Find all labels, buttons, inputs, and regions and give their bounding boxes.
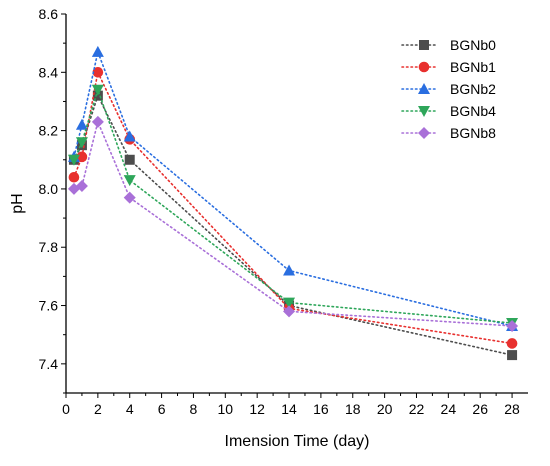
data-point [91,45,104,57]
legend-marker [418,61,430,73]
y-axis-ticks: 7.4 7.6 7.8 8.0 8.2 8.4 8.6 [39,6,66,394]
data-point [75,118,88,130]
x-tick-label: 18 [345,401,361,417]
series-line [73,119,513,327]
series-line [73,87,513,324]
legend-item-bgnb1: BGNb1 [401,59,496,75]
data-point [123,191,136,204]
x-tick-label: 22 [409,401,425,417]
x-axis-ticks: 0 2 4 6 8 10 12 14 16 18 20 22 24 26 28 [62,393,520,417]
data-point [507,350,518,361]
series-layer [67,45,519,361]
legend-marker [419,40,429,50]
x-tick-label: 12 [249,401,265,417]
y-tick-label: 7.4 [39,356,59,372]
legend-item-bgnb4: BGNb4 [401,103,496,119]
x-tick-label: 4 [126,401,134,417]
series-line [73,93,513,356]
y-tick-label: 8.4 [39,64,59,80]
data-point [123,175,136,187]
legend-marker [418,106,430,117]
x-tick-label: 2 [94,401,102,417]
data-point [67,154,80,166]
y-axis-title: pH [9,193,26,213]
data-point [283,297,296,309]
series-bgnb4 [67,84,519,330]
legend-marker [418,127,430,139]
data-point [68,171,80,183]
data-point [91,115,104,128]
legend-item-bgnb2: BGNb2 [401,81,496,97]
legend-item-bgnb8: BGNb8 [401,125,496,141]
legend-marker [418,83,430,94]
legend-label: BGNb8 [450,125,496,141]
x-tick-label: 20 [377,401,393,417]
data-point [75,180,88,193]
x-tick-label: 28 [504,401,520,417]
legend-label: BGNb4 [450,103,496,119]
data-point [123,130,136,142]
x-tick-label: 24 [441,401,457,417]
x-tick-label: 0 [62,401,70,417]
legend-label: BGNb2 [450,81,496,97]
y-tick-label: 7.6 [39,298,59,314]
data-point [91,84,104,96]
x-tick-label: 10 [218,401,234,417]
data-point [76,151,88,163]
series-bgnb8 [67,115,519,332]
y-tick-label: 8.6 [39,6,59,22]
x-axis-title: Imension Time (day) [225,433,370,450]
legend: BGNb0 BGNb1 BGNb2 BGNb4 BGNb8 [401,37,496,141]
x-tick-label: 16 [313,401,329,417]
data-point [506,338,518,349]
series-line [73,49,513,327]
data-point [283,305,296,318]
x-tick-label: 8 [190,401,198,417]
y-tick-label: 7.8 [39,239,59,255]
x-tick-label: 6 [158,401,166,417]
legend-label: BGNb0 [450,37,496,53]
data-point [506,319,519,332]
x-tick-label: 14 [281,401,297,417]
data-point [75,137,88,149]
x-tick-label: 26 [472,401,488,417]
y-tick-label: 8.2 [39,123,59,139]
data-point [283,264,296,276]
legend-item-bgnb0: BGNb0 [401,37,496,53]
legend-label: BGNb1 [450,59,496,75]
plot-frame [65,14,528,394]
data-point [124,154,135,165]
y-tick-label: 8.0 [39,181,59,197]
data-point [92,67,104,78]
